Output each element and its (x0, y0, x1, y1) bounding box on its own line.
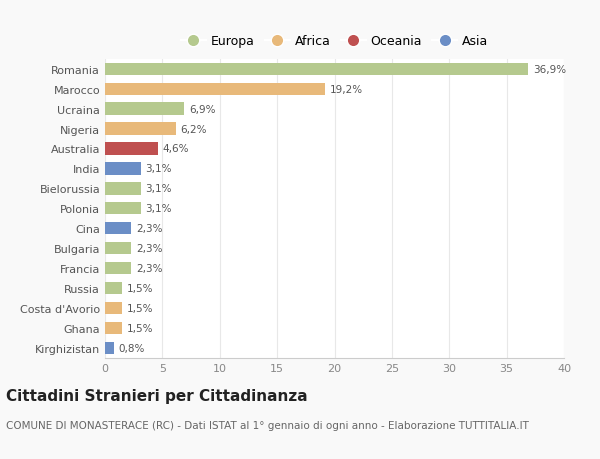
Text: 2,3%: 2,3% (136, 263, 163, 274)
Text: 0,8%: 0,8% (119, 343, 145, 353)
Text: 2,3%: 2,3% (136, 244, 163, 254)
Text: 1,5%: 1,5% (127, 283, 154, 293)
Bar (105, 242, 131, 255)
Bar (105, 63, 529, 76)
Text: COMUNE DI MONASTERACE (RC) - Dati ISTAT al 1° gennaio di ogni anno - Elaborazion: COMUNE DI MONASTERACE (RC) - Dati ISTAT … (6, 420, 529, 430)
Text: 6,9%: 6,9% (189, 104, 215, 114)
Bar (105, 223, 131, 235)
Text: 2,3%: 2,3% (136, 224, 163, 234)
Bar (105, 163, 140, 175)
Text: 3,1%: 3,1% (145, 204, 172, 214)
Text: 4,6%: 4,6% (163, 144, 189, 154)
Text: 19,2%: 19,2% (330, 84, 363, 95)
Text: 3,1%: 3,1% (145, 164, 172, 174)
Bar (105, 203, 140, 215)
Text: 1,5%: 1,5% (127, 303, 154, 313)
Bar (105, 123, 176, 135)
Bar (105, 302, 122, 314)
Bar (105, 282, 122, 295)
Legend: Europa, Africa, Oceania, Asia: Europa, Africa, Oceania, Asia (178, 33, 491, 50)
Text: 6,2%: 6,2% (181, 124, 207, 134)
Bar (105, 342, 114, 354)
Text: 3,1%: 3,1% (145, 184, 172, 194)
Bar (105, 322, 122, 334)
Text: Cittadini Stranieri per Cittadinanza: Cittadini Stranieri per Cittadinanza (6, 388, 308, 403)
Text: 1,5%: 1,5% (127, 323, 154, 333)
Bar (105, 143, 158, 155)
Bar (105, 263, 131, 274)
Bar (105, 103, 184, 116)
Text: 36,9%: 36,9% (533, 65, 566, 75)
Bar (105, 183, 140, 195)
Bar (105, 84, 325, 95)
